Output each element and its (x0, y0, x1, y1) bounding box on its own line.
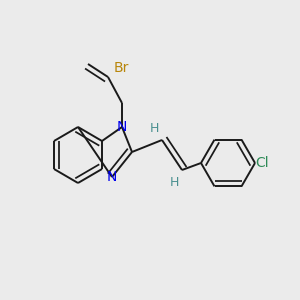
Text: Br: Br (114, 61, 129, 75)
Text: N: N (117, 120, 127, 134)
Text: Cl: Cl (256, 156, 269, 170)
Text: H: H (170, 176, 179, 188)
Text: H: H (150, 122, 159, 134)
Text: N: N (107, 170, 117, 184)
